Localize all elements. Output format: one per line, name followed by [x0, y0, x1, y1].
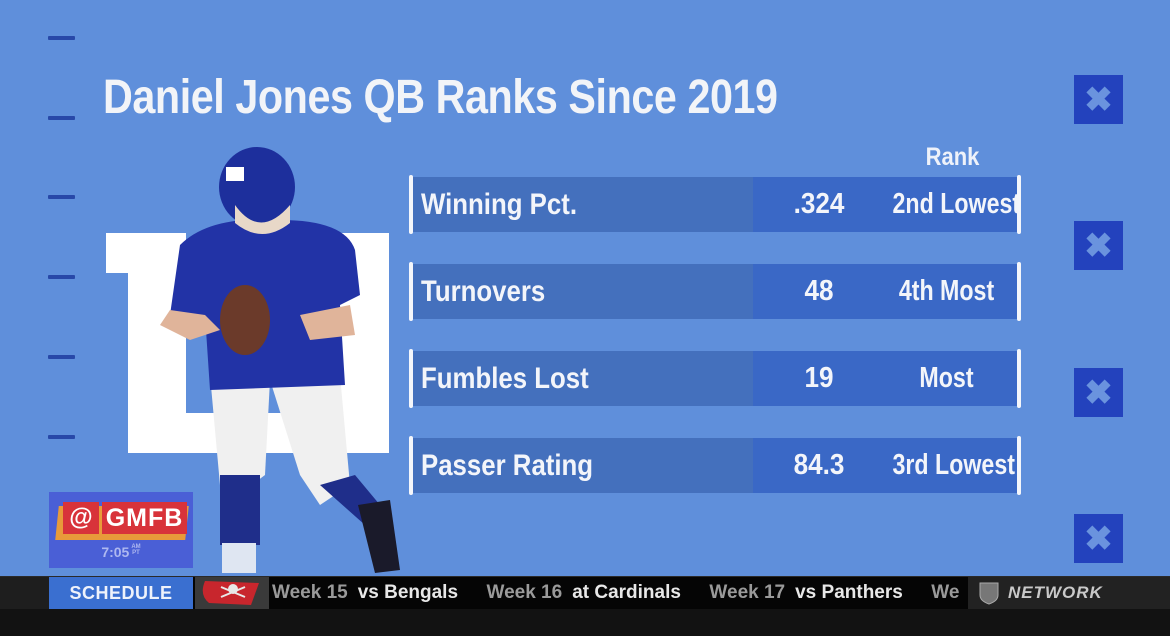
row-bracket-left: [409, 349, 413, 408]
yard-tick: [48, 195, 75, 199]
ticker-items: Week 15 vs Bengals Week 16 at Cardinals We…: [272, 577, 972, 609]
row-bracket-left: [409, 436, 413, 495]
bottom-bar: [0, 609, 1170, 636]
schedule-label: SCHEDULE: [49, 577, 193, 609]
ticker-item: Week 15 vs Bengals: [272, 582, 459, 603]
schedule-ticker: SCHEDULE Week 15 vs Bengals Week 16 at Car…: [0, 576, 1170, 609]
stat-label: Turnovers: [421, 275, 546, 308]
graphic-stage: Daniel Jones QB Ranks Since 2019 Rank: [0, 0, 1170, 576]
stat-row-turnovers: Turnovers 48 4th Most: [409, 262, 1021, 321]
player-sock-left: [220, 475, 260, 545]
clock: 7:05 AM PT: [49, 544, 193, 560]
stat-value: .324: [793, 188, 845, 220]
ticker-lead: [0, 577, 49, 609]
player-face: [235, 205, 290, 234]
helmet-ny-logo: [226, 167, 244, 181]
player-shoe-left: [222, 543, 256, 573]
x-mark-icon: ✖: [1074, 75, 1123, 124]
player-photo: [160, 147, 400, 573]
network-label: NETWORK: [1008, 583, 1103, 602]
stat-value: 84.3: [793, 449, 845, 481]
row-bracket-right: [1017, 262, 1021, 321]
stat-row-winning-pct: Winning Pct. .324 2nd Lowest: [409, 175, 1021, 234]
ticker-item: Week 17 vs Panthers: [709, 582, 903, 603]
player-pants-left: [210, 375, 270, 490]
stat-rank: 4th Most: [898, 275, 995, 307]
x-mark-icon: ✖: [1074, 221, 1123, 270]
stat-row-passer-rating: Passer Rating 84.3 3rd Lowest: [409, 436, 1021, 495]
player-pants-right: [270, 375, 350, 505]
player-arm-left: [160, 310, 220, 340]
stat-rank: Most: [919, 362, 974, 394]
stat-label: Winning Pct.: [421, 188, 577, 221]
rank-column-header: Rank: [925, 143, 980, 171]
yard-tick: [48, 435, 75, 439]
nfl-shield-icon: [979, 582, 999, 605]
row-bracket-left: [409, 262, 413, 321]
clock-zone: AM PT: [131, 544, 141, 556]
stat-value-cell: [753, 351, 1017, 406]
stat-value-cell: [753, 264, 1017, 319]
ticker-item: Week 16 at Cardinals: [486, 582, 681, 603]
stat-value-cell: [753, 177, 1017, 232]
stat-value-cell: [753, 438, 1017, 493]
row-bracket-right: [1017, 175, 1021, 234]
row-bracket-left: [409, 175, 413, 234]
nfl-network-logo: NETWORK: [968, 577, 1170, 609]
stat-label: Passer Rating: [421, 449, 594, 482]
at-symbol: @: [63, 502, 99, 534]
x-mark-icon: ✖: [1074, 514, 1123, 563]
stat-label-cell: [413, 177, 753, 232]
show-handle: GMFB: [102, 502, 187, 534]
stat-label-cell: [413, 264, 753, 319]
yard-tick: [48, 355, 75, 359]
graphic-title: Daniel Jones QB Ranks Since 2019: [103, 71, 778, 124]
stat-label-cell: [413, 351, 753, 406]
x-mark-icon: ✖: [1074, 368, 1123, 417]
stat-label-cell: [413, 438, 753, 493]
gmfb-logo: @ GMFB: [55, 500, 189, 540]
ticker-item: We: [931, 582, 960, 603]
yard-tick: [48, 116, 75, 120]
stat-label: Fumbles Lost: [421, 362, 589, 395]
yard-tick: [48, 275, 75, 279]
clock-time: 7:05: [101, 544, 130, 560]
stat-value: 48: [804, 275, 834, 307]
player-arm-right: [300, 305, 355, 340]
stat-value: 19: [804, 362, 834, 394]
buccaneers-flag-icon: [195, 577, 269, 609]
yard-tick: [48, 36, 75, 40]
football-icon: [220, 285, 270, 355]
player-cleat: [358, 500, 400, 573]
stat-rank: 3rd Lowest: [892, 449, 1015, 481]
show-bug: @ GMFB 7:05 AM PT: [49, 492, 193, 568]
row-bracket-right: [1017, 349, 1021, 408]
stat-row-fumbles-lost: Fumbles Lost 19 Most: [409, 349, 1021, 408]
row-bracket-right: [1017, 436, 1021, 495]
stat-rank: 2nd Lowest: [892, 188, 1021, 220]
